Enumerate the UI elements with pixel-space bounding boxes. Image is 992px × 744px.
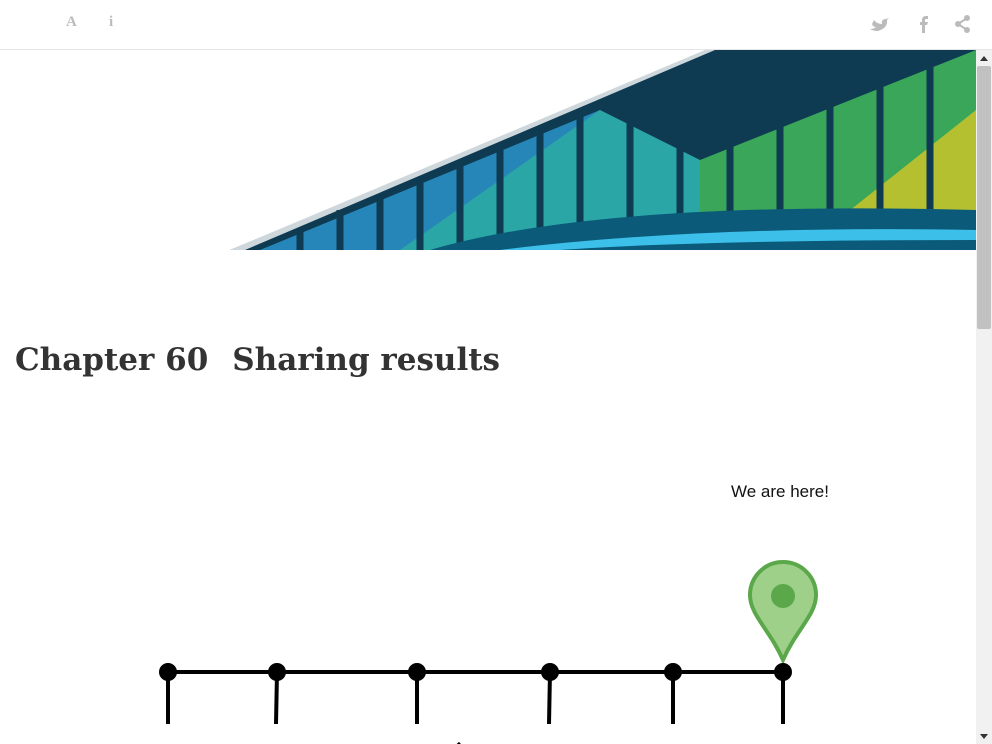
info-button[interactable]: i	[109, 14, 114, 30]
chapter-heading: Chapter 60 Sharing results	[15, 342, 500, 378]
font-button[interactable]: A	[66, 14, 77, 30]
twitter-icon[interactable]	[870, 18, 889, 31]
location-pin	[747, 560, 819, 666]
facebook-icon[interactable]	[920, 16, 928, 33]
chapter-title: Sharing results	[232, 342, 501, 378]
share-icons	[870, 15, 970, 33]
scrollbar[interactable]	[976, 50, 992, 744]
scroll-thumb[interactable]	[977, 66, 991, 329]
timeline-nodes	[159, 663, 792, 725]
content: Chapter 60 Sharing results We are here!	[0, 50, 976, 744]
scrollbar-parts	[977, 56, 991, 739]
chapter-number: Chapter 60	[15, 342, 209, 378]
marker-label: We are here!	[731, 482, 829, 501]
workflow-diagram	[159, 560, 819, 744]
banner	[230, 50, 976, 250]
share-icon[interactable]	[955, 15, 970, 33]
toolbar: A i	[0, 0, 992, 50]
